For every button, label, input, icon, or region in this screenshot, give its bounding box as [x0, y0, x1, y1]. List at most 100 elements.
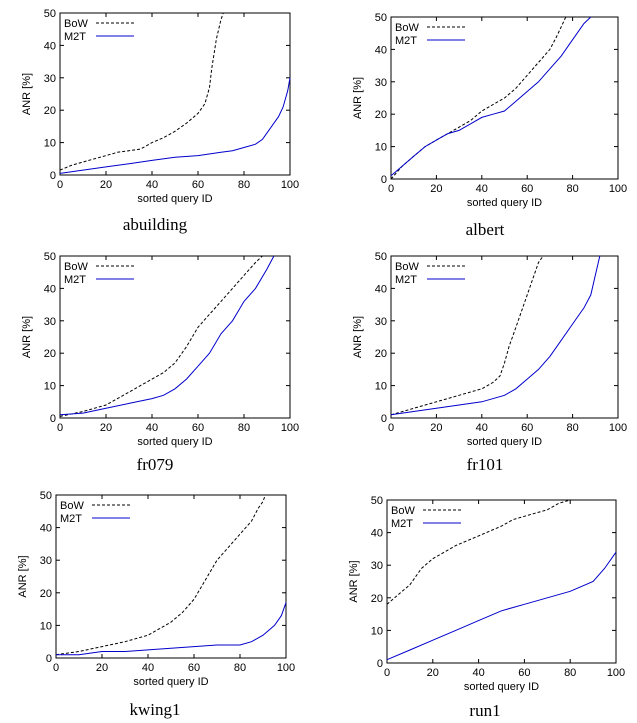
series-line-bow: [59, 12, 224, 171]
x-tick-label: 100: [609, 183, 627, 195]
y-tick-label: 20: [375, 109, 387, 121]
legend-label-m2t: M2T: [391, 518, 413, 530]
x-tick-label: 60: [521, 183, 533, 195]
chart-panel-3: 0 20 40 60 80 100 0 10 20 30 40 50 sorted query ID AN…: [352, 251, 627, 474]
y-tick-label: 10: [375, 381, 387, 393]
y-tick-label: 20: [375, 348, 387, 360]
x-tick-label: 40: [476, 422, 488, 434]
y-tick-label: 0: [50, 170, 56, 182]
plot-frame: [59, 255, 291, 419]
chart-panel-4: 0 20 40 60 80 100 0 10 20 30 40 50 sorted query ID AN…: [17, 490, 295, 719]
x-tick-label: 100: [609, 422, 627, 434]
y-tick-label: 10: [44, 381, 56, 393]
x-tick-label: 80: [234, 662, 246, 674]
chart-panel-2: 0 20 40 60 80 100 0 10 20 30 40 50 sorted query ID AN…: [21, 251, 299, 474]
y-tick-label: 0: [381, 413, 387, 425]
legend-label-bow: BoW: [391, 505, 415, 517]
y-tick-label: 10: [371, 625, 383, 637]
y-tick-label: 20: [44, 348, 56, 360]
x-tick-label: 40: [472, 667, 484, 679]
y-tick-label: 40: [375, 283, 387, 295]
x-tick-label: 40: [142, 662, 154, 674]
x-axis-label: sorted query ID: [133, 676, 208, 688]
x-tick-label: 20: [100, 422, 112, 434]
y-tick-label: 0: [377, 658, 383, 670]
series-line-m2t: [390, 16, 592, 177]
y-tick-label: 50: [375, 12, 387, 24]
legend-label-m2t: M2T: [395, 35, 417, 47]
y-tick-label: 0: [381, 174, 387, 186]
y-tick-label: 30: [375, 77, 387, 89]
x-tick-label: 20: [430, 183, 442, 195]
x-tick-label: 100: [277, 662, 295, 674]
chart-panel-5: 0 20 40 60 80 100 0 10 20 30 40 50 sorted query ID AN…: [348, 495, 625, 720]
x-tick-label: 40: [146, 422, 158, 434]
series-line-m2t: [59, 77, 291, 174]
x-tick-label: 20: [100, 179, 112, 191]
chart-caption: fr101: [467, 455, 504, 474]
y-tick-label: 20: [40, 588, 52, 600]
y-tick-label: 40: [40, 523, 52, 535]
y-tick-label: 0: [50, 413, 56, 425]
chart-caption: albert: [466, 220, 505, 239]
plot-frame: [390, 16, 619, 180]
series-line-m2t: [56, 602, 287, 656]
chart-caption: abuilding: [123, 215, 188, 234]
x-tick-label: 80: [566, 422, 578, 434]
x-tick-label: 60: [518, 667, 530, 679]
y-axis-label: ANR [%]: [352, 316, 364, 358]
y-tick-label: 40: [375, 44, 387, 56]
y-tick-label: 30: [40, 555, 52, 567]
y-tick-label: 10: [44, 138, 56, 150]
y-tick-label: 30: [44, 316, 56, 328]
plot-frame: [59, 12, 291, 176]
legend-label-m2t: M2T: [395, 274, 417, 286]
y-axis-label: ANR [%]: [348, 560, 360, 602]
x-tick-label: 60: [192, 422, 204, 434]
chart-caption: fr079: [137, 455, 174, 474]
y-tick-label: 50: [40, 490, 52, 502]
y-tick-label: 50: [371, 495, 383, 507]
x-tick-label: 0: [384, 667, 390, 679]
legend-label-bow: BoW: [395, 22, 419, 34]
x-tick-label: 0: [388, 422, 394, 434]
chart-panel-0: 0 20 40 60 80 100 0 10 20 30 40 50 sorted query ID AN…: [21, 8, 299, 234]
x-tick-label: 60: [521, 422, 533, 434]
x-axis-label: sorted query ID: [467, 197, 542, 209]
x-tick-label: 20: [430, 422, 442, 434]
x-tick-label: 80: [238, 179, 250, 191]
x-tick-label: 40: [476, 183, 488, 195]
x-axis-label: sorted query ID: [464, 681, 539, 693]
y-tick-label: 30: [371, 560, 383, 572]
x-tick-label: 20: [427, 667, 439, 679]
series-line-m2t: [386, 551, 617, 661]
x-axis-label: sorted query ID: [137, 436, 212, 448]
series-line-bow: [390, 255, 544, 416]
x-tick-label: 40: [146, 179, 158, 191]
plot-frame: [390, 255, 619, 419]
x-tick-label: 100: [281, 422, 299, 434]
x-axis-label: sorted query ID: [137, 193, 212, 205]
x-tick-label: 80: [238, 422, 250, 434]
x-tick-label: 20: [96, 662, 108, 674]
legend-label-m2t: M2T: [60, 513, 82, 525]
series-line-bow: [59, 255, 263, 417]
chart-panel-1: 0 20 40 60 80 100 0 10 20 30 40 50 sorted query ID AN…: [352, 12, 627, 239]
y-axis-label: ANR [%]: [21, 316, 33, 358]
series-line-m2t: [390, 255, 601, 416]
x-tick-label: 60: [188, 662, 200, 674]
x-tick-label: 0: [57, 422, 63, 434]
x-tick-label: 0: [57, 179, 63, 191]
x-tick-label: 100: [607, 667, 625, 679]
series-line-m2t: [59, 255, 275, 416]
y-tick-label: 30: [44, 73, 56, 85]
x-tick-label: 0: [53, 662, 59, 674]
y-tick-label: 40: [44, 40, 56, 52]
legend-label-bow: BoW: [64, 18, 88, 30]
chart-caption: kwing1: [130, 700, 181, 719]
y-tick-label: 50: [375, 251, 387, 263]
y-tick-label: 50: [44, 251, 56, 263]
y-tick-label: 10: [375, 142, 387, 154]
y-tick-label: 30: [375, 316, 387, 328]
plot-frame: [55, 494, 287, 659]
